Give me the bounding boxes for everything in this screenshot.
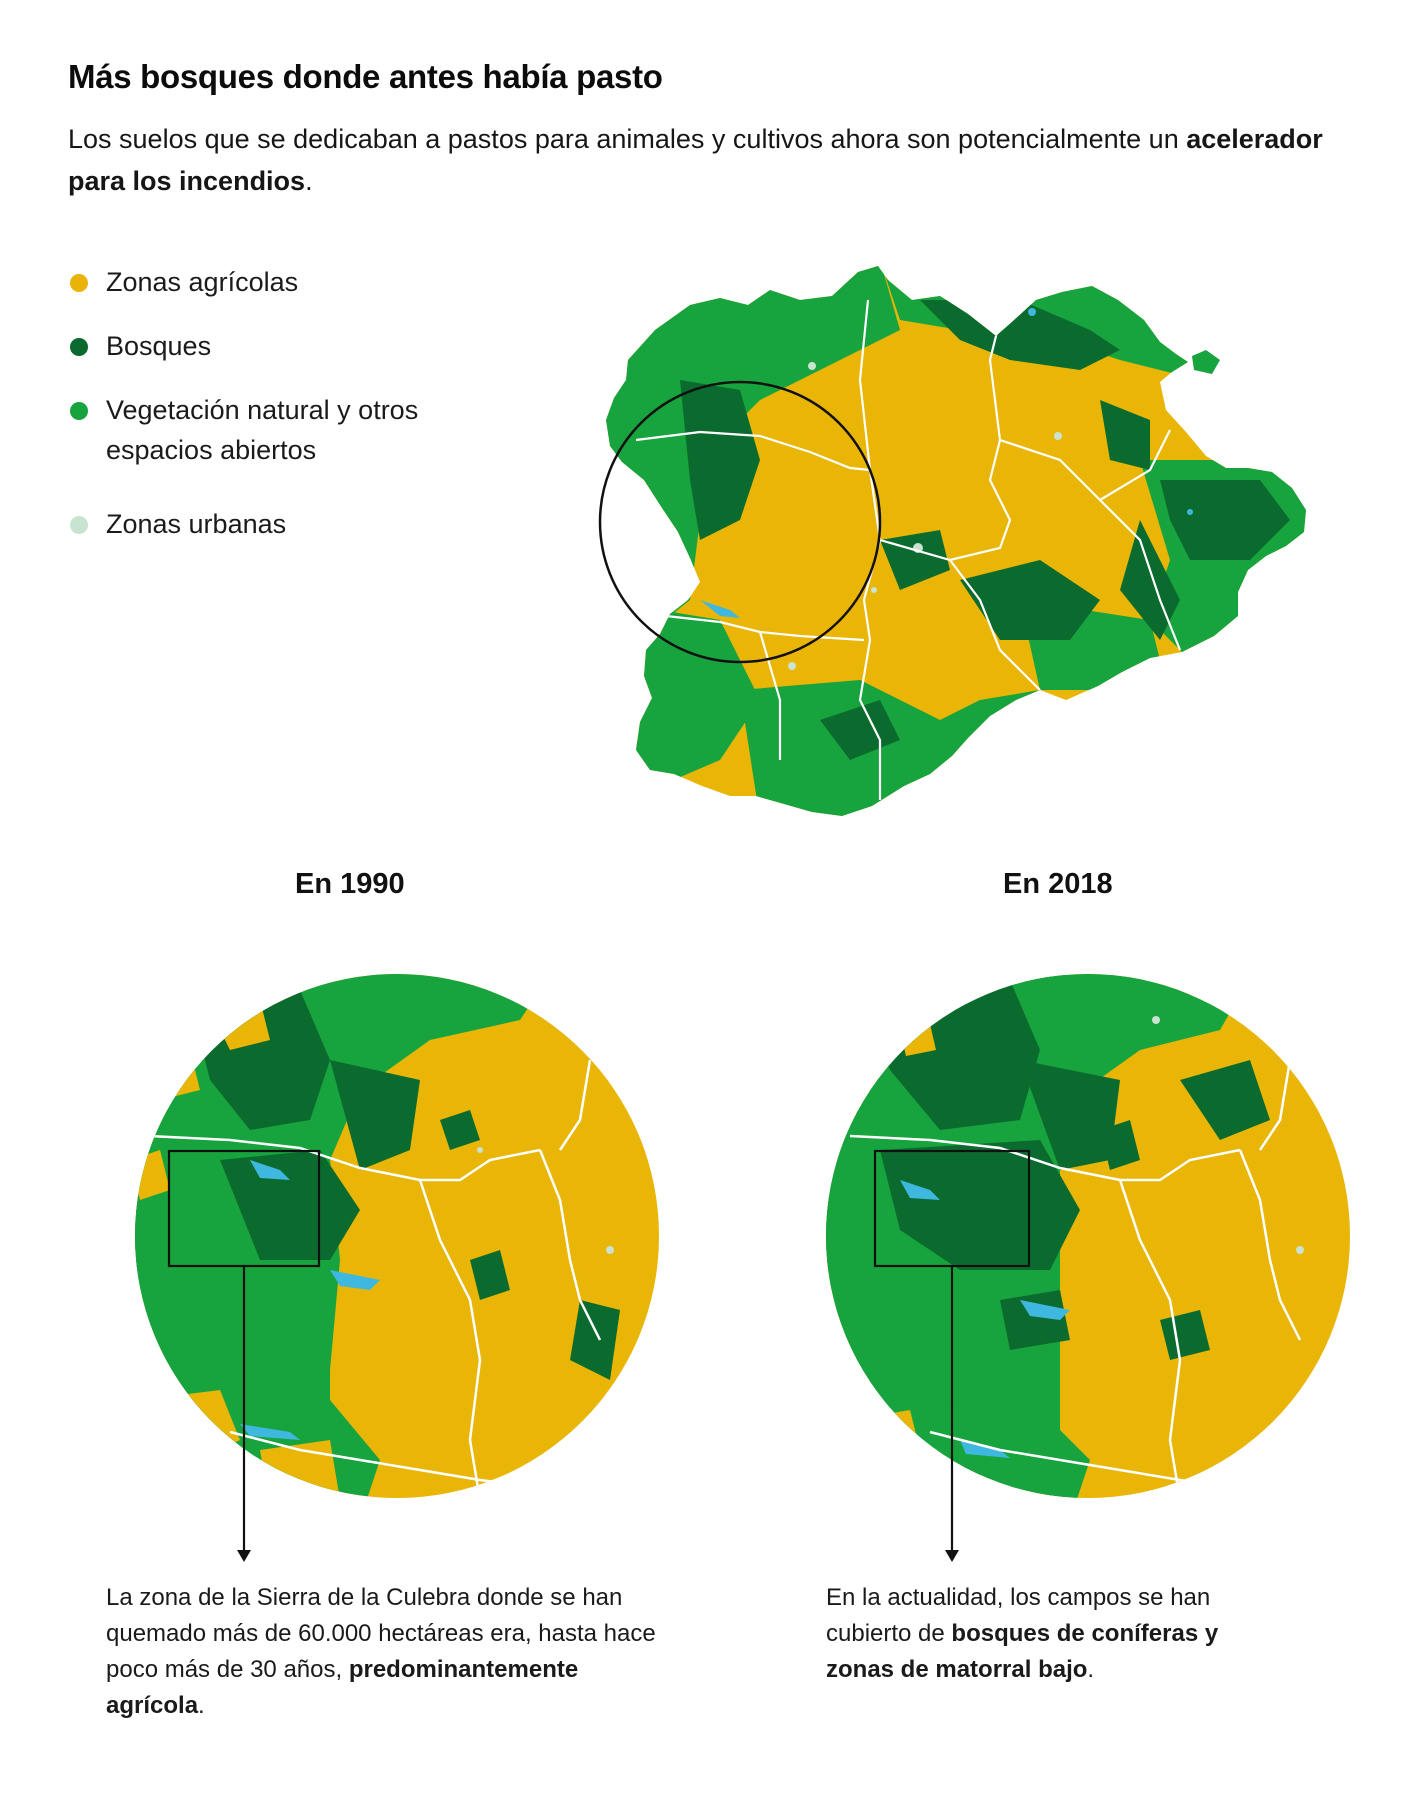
2018-callout-arrow [945, 1550, 959, 1562]
2018-south-vegetation [826, 1400, 1090, 1498]
legend-dot-agricolas [70, 274, 88, 292]
detail-map-2018 [826, 974, 1350, 1562]
legend-dot-vegetacion [70, 402, 88, 420]
detail-map-1990 [135, 974, 659, 1562]
2018-urban [1152, 1016, 1304, 1254]
caption-2018-text: En la actualidad, los campos se han cubi… [826, 1584, 1211, 1647]
legend-dot-bosques [70, 338, 88, 356]
legend-item-bosques: Bosques [68, 326, 486, 366]
1990-callout-arrow [237, 1550, 251, 1562]
year-label-2018: En 2018 [1003, 868, 1113, 900]
2018-water [900, 1180, 1070, 1458]
caption-2018-end: . [1087, 1656, 1095, 1683]
legend-item-vegetacion: Vegetación natural y otros espacios abie… [68, 390, 486, 470]
caption-1990-bold: predominantemente agrícola [106, 1656, 579, 1719]
subtitle: Los suelos que se dedicaban a pastos par… [68, 118, 1348, 202]
legend-item-agricolas: Zonas agrícolas [68, 262, 486, 302]
subtitle-bold: acelerador para los incendios [68, 124, 1323, 196]
legend-label-urbanas: Zonas urbanas [106, 509, 287, 539]
caption-1990-text: La zona de la Sierra de la Culebra donde… [106, 1584, 656, 1683]
legend-label-agricolas: Zonas agrícolas [106, 267, 299, 297]
overview-enclave [1192, 350, 1220, 374]
1990-urban [477, 1147, 614, 1254]
subtitle-text: Los suelos que se dedicaban a pastos par… [68, 124, 1187, 154]
caption-2018-bold: bosques de coníferas y zonas de matorral… [826, 1620, 1219, 1683]
year-label-1990: En 1990 [295, 868, 405, 900]
caption-2018: En la actualidad, los campos se han cubi… [826, 1580, 1276, 1688]
overview-water [700, 308, 1193, 618]
legend-dot-urbanas [70, 516, 88, 534]
subtitle-end: . [305, 166, 313, 196]
legend-label-bosques: Bosques [106, 331, 212, 361]
overview-zoom-circle [598, 380, 882, 664]
map-legend: Zonas agrícolas Bosques Vegetación natur… [68, 262, 486, 544]
overview-province-borders [635, 299, 1182, 800]
caption-1990: La zona de la Sierra de la Culebra donde… [106, 1580, 666, 1724]
legend-label-vegetacion: Vegetación natural y otros espacios abie… [106, 395, 419, 465]
legend-item-urbanas: Zonas urbanas [68, 504, 486, 544]
1990-forest-patches [190, 990, 620, 1380]
overview-map [598, 266, 1306, 816]
caption-1990-end: . [198, 1692, 205, 1719]
1990-water [240, 1160, 380, 1440]
page-title: Más bosques donde antes había pasto [68, 58, 663, 95]
